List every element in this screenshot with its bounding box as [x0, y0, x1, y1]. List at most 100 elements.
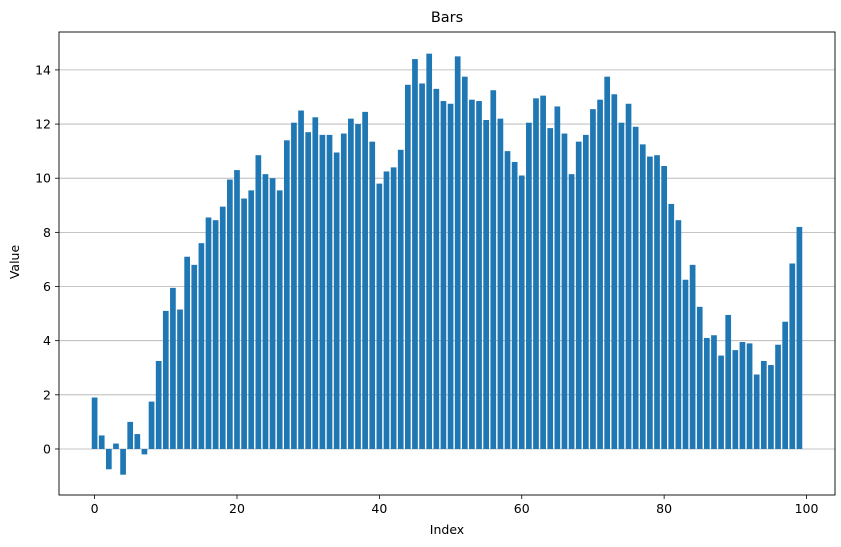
bar [262, 174, 269, 449]
bar [597, 99, 603, 449]
bar [283, 140, 290, 449]
bar [682, 279, 689, 449]
bar [120, 448, 126, 475]
bar [447, 103, 454, 449]
bar [533, 98, 539, 449]
bar [732, 350, 739, 449]
y-tick-label: 14 [35, 62, 51, 77]
bar [269, 178, 276, 449]
bar [554, 106, 561, 449]
bar [298, 110, 304, 449]
bar [326, 134, 333, 449]
x-tick-label: 80 [656, 501, 672, 516]
bar [155, 360, 162, 449]
x-axis-label: Index [430, 522, 464, 537]
bar [390, 167, 397, 449]
bar [483, 119, 490, 449]
y-tick-label: 2 [43, 387, 51, 402]
bar [789, 263, 796, 449]
bar [340, 133, 347, 449]
bar [248, 190, 255, 449]
bar [782, 321, 789, 449]
bar [511, 161, 518, 449]
bar [675, 220, 682, 449]
bar [397, 149, 404, 449]
bar [582, 134, 589, 449]
bar [227, 179, 233, 449]
bar [241, 198, 247, 449]
bar [205, 217, 212, 449]
x-tick-label: 40 [371, 501, 387, 516]
bar [305, 132, 312, 449]
bar [796, 226, 803, 449]
bar [725, 314, 732, 449]
bar [711, 335, 717, 449]
bar [219, 206, 226, 449]
bar [355, 124, 361, 449]
bar [170, 287, 176, 449]
chart-title: Bars [431, 10, 463, 26]
bar [319, 134, 326, 449]
bar [618, 122, 625, 449]
x-tick-label: 20 [229, 501, 245, 516]
y-axis-label: Value [7, 245, 22, 280]
bar [476, 101, 482, 449]
bar [127, 421, 134, 449]
bar [184, 256, 190, 449]
bar [611, 94, 618, 449]
bar [141, 448, 148, 455]
y-tick-label: 10 [35, 171, 51, 186]
bar [312, 117, 319, 449]
bar [590, 109, 596, 449]
bar [575, 141, 582, 449]
bar [689, 264, 696, 449]
bar [639, 144, 646, 449]
bar [98, 435, 105, 449]
bar [739, 342, 746, 449]
bar [433, 88, 440, 449]
bar [113, 443, 119, 449]
bar [668, 203, 675, 449]
bar [426, 53, 433, 449]
bar [134, 434, 141, 449]
y-tick-label: 8 [43, 225, 51, 240]
plot-area-frame [58, 31, 836, 496]
y-tick-label: 6 [43, 279, 51, 294]
bar [454, 56, 461, 449]
bar [753, 374, 760, 449]
bar [177, 309, 183, 449]
bar [561, 133, 568, 449]
x-tick-label: 0 [91, 501, 99, 516]
bar [704, 337, 710, 449]
bar [198, 243, 205, 449]
bar [404, 84, 411, 449]
bar [661, 166, 667, 449]
bar [440, 101, 447, 449]
bar [369, 141, 376, 449]
bar [568, 174, 575, 449]
bar [333, 152, 340, 449]
bar [461, 76, 468, 449]
bar [255, 155, 262, 449]
bar [504, 151, 511, 449]
bar [518, 175, 525, 449]
bar [376, 183, 383, 449]
bar [746, 343, 753, 449]
bar [469, 99, 475, 449]
y-tick-label: 12 [35, 117, 51, 132]
bar [148, 401, 155, 449]
bar [105, 448, 112, 470]
y-tick-label: 0 [43, 441, 51, 456]
bar [91, 397, 98, 449]
bar [412, 59, 418, 449]
bar [191, 264, 198, 449]
bar [212, 220, 219, 449]
bar [497, 118, 504, 449]
bar [291, 122, 297, 449]
bar [625, 103, 632, 449]
bar [768, 365, 774, 449]
bar [604, 76, 611, 449]
bar [654, 155, 660, 449]
bar [362, 111, 368, 449]
